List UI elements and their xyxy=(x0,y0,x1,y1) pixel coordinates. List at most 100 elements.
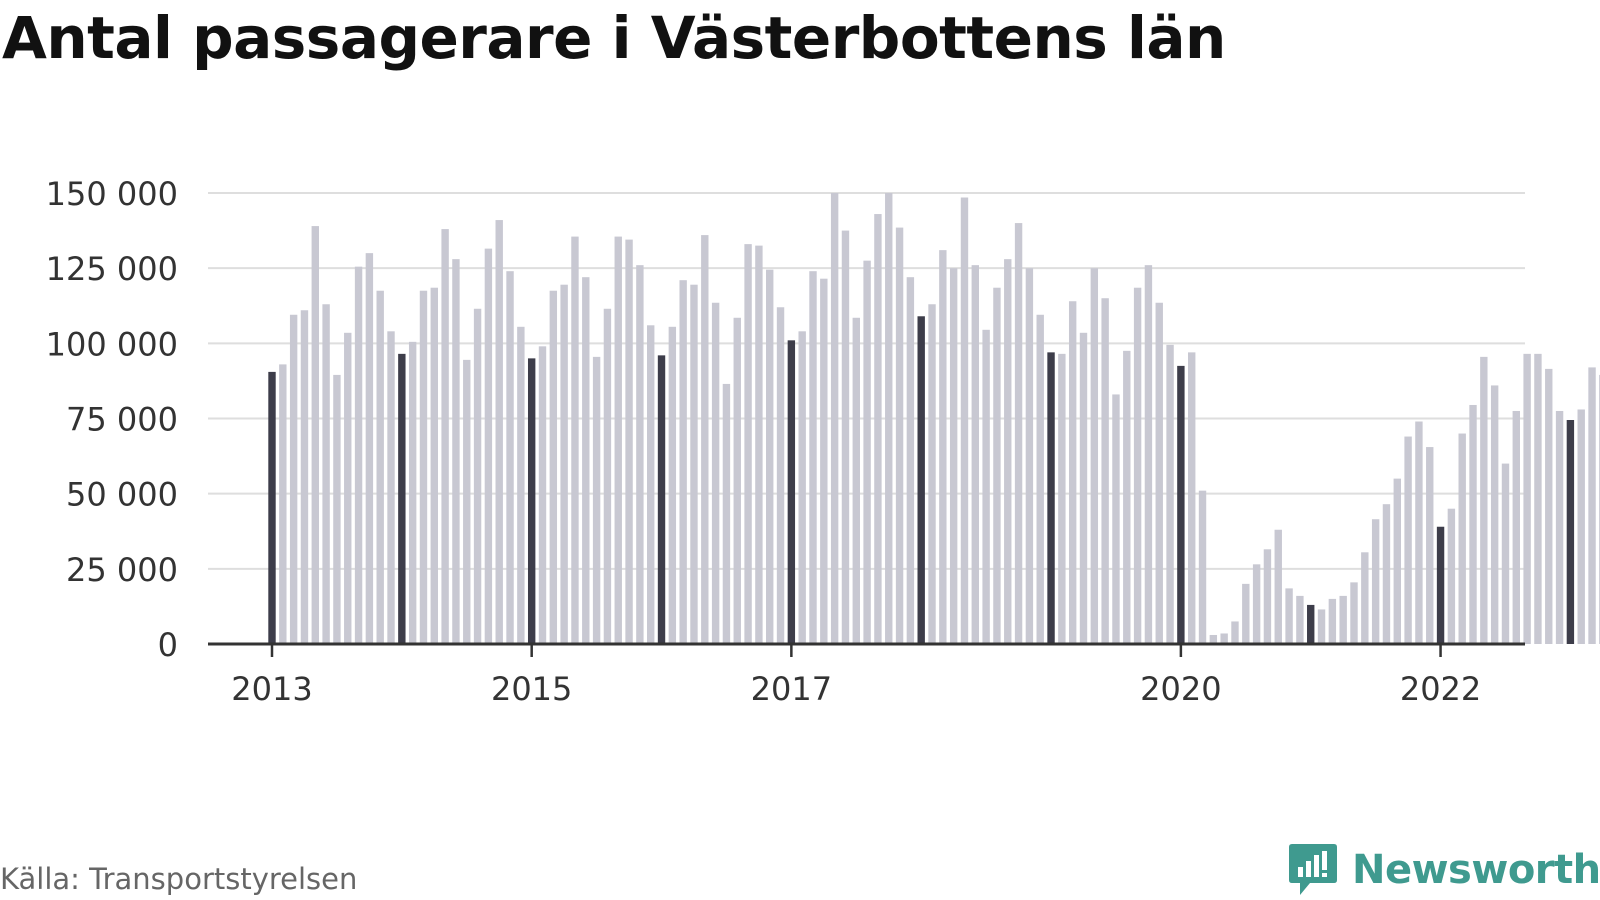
bar xyxy=(1242,583,1250,644)
bar xyxy=(766,269,774,644)
bar xyxy=(430,287,438,644)
bar xyxy=(668,326,677,644)
bar xyxy=(885,193,893,644)
bar xyxy=(1058,353,1066,644)
bar xyxy=(1155,302,1163,644)
bar xyxy=(582,277,590,644)
y-tick-label: 25 000 xyxy=(66,551,178,589)
bar xyxy=(1577,409,1585,644)
bar xyxy=(300,310,309,644)
bar xyxy=(1004,259,1012,644)
bar xyxy=(1393,478,1401,644)
bar xyxy=(1079,332,1088,644)
bar xyxy=(311,226,319,644)
bar xyxy=(1263,549,1272,644)
bar xyxy=(354,266,363,644)
axes xyxy=(208,642,1525,657)
bar xyxy=(1350,582,1358,644)
bar xyxy=(1545,368,1553,644)
bar xyxy=(982,329,990,644)
bar xyxy=(906,277,915,644)
bar xyxy=(1523,353,1531,644)
brand-logo: Newsworthy xyxy=(1288,842,1600,898)
bar xyxy=(1339,595,1347,644)
bar xyxy=(1317,609,1326,644)
bar xyxy=(1480,356,1488,644)
bar xyxy=(571,236,579,644)
bar xyxy=(1188,352,1196,644)
bar xyxy=(1328,598,1337,644)
y-tick-label: 150 000 xyxy=(46,175,178,213)
bar xyxy=(1501,463,1510,644)
bar xyxy=(1512,410,1520,644)
bar xyxy=(722,383,731,644)
bar xyxy=(1588,367,1596,644)
source-note: Källa: Transportstyrelsen xyxy=(0,862,358,896)
bar xyxy=(268,371,276,644)
bar xyxy=(711,302,720,644)
x-tick-label: 2022 xyxy=(1400,670,1481,708)
bar xyxy=(1436,526,1445,644)
bar xyxy=(560,284,568,644)
bar xyxy=(625,239,633,644)
bar xyxy=(1555,410,1564,644)
bar xyxy=(690,284,698,644)
bar xyxy=(1469,404,1477,644)
y-tick-label: 0 xyxy=(158,626,178,664)
bar xyxy=(376,290,384,644)
bar xyxy=(895,227,904,644)
bar xyxy=(614,236,622,644)
bar xyxy=(928,304,936,644)
bar xyxy=(787,340,796,644)
bar xyxy=(1090,268,1099,644)
bar xyxy=(506,271,514,644)
bar xyxy=(1101,298,1109,644)
bar xyxy=(1068,301,1077,644)
bar xyxy=(1382,504,1391,644)
bar xyxy=(960,197,969,644)
bar xyxy=(344,332,352,644)
bar xyxy=(841,230,850,645)
bar xyxy=(744,244,752,644)
bar xyxy=(441,229,449,644)
bar xyxy=(1047,352,1055,644)
bar xyxy=(387,331,395,644)
bar xyxy=(603,308,612,644)
bar xyxy=(647,325,655,644)
x-tick-label: 2013 xyxy=(231,670,312,708)
y-tick-label: 125 000 xyxy=(46,250,178,288)
bar xyxy=(333,374,341,644)
bar xyxy=(517,326,525,644)
bar xyxy=(993,287,1001,644)
bar xyxy=(863,260,871,644)
labels: 0 25 000 50 000 75 000 100 000 125 000 150 000… xyxy=(46,175,1482,708)
y-tick-label: 50 000 xyxy=(66,476,178,514)
bar xyxy=(636,265,644,644)
bar xyxy=(279,364,287,644)
bar xyxy=(1371,519,1380,644)
bar xyxy=(733,317,741,644)
bar xyxy=(1166,344,1174,644)
bar xyxy=(365,253,374,644)
bar xyxy=(322,304,330,644)
bar xyxy=(1458,433,1466,644)
bar xyxy=(473,308,482,644)
bar xyxy=(798,331,806,644)
bar xyxy=(408,341,417,644)
x-tick-label: 2020 xyxy=(1140,670,1221,708)
bar xyxy=(971,265,979,644)
bar xyxy=(776,307,785,644)
bar xyxy=(1112,394,1120,644)
bar xyxy=(949,268,958,644)
bar xyxy=(917,316,925,644)
bar xyxy=(874,214,882,644)
bar xyxy=(1447,508,1456,644)
bar xyxy=(452,259,460,644)
bar xyxy=(1426,447,1434,644)
bar xyxy=(679,280,687,644)
bar xyxy=(830,193,839,644)
newsworthy-logo-icon xyxy=(1289,844,1337,895)
bar xyxy=(701,235,709,645)
bars xyxy=(268,193,1600,645)
